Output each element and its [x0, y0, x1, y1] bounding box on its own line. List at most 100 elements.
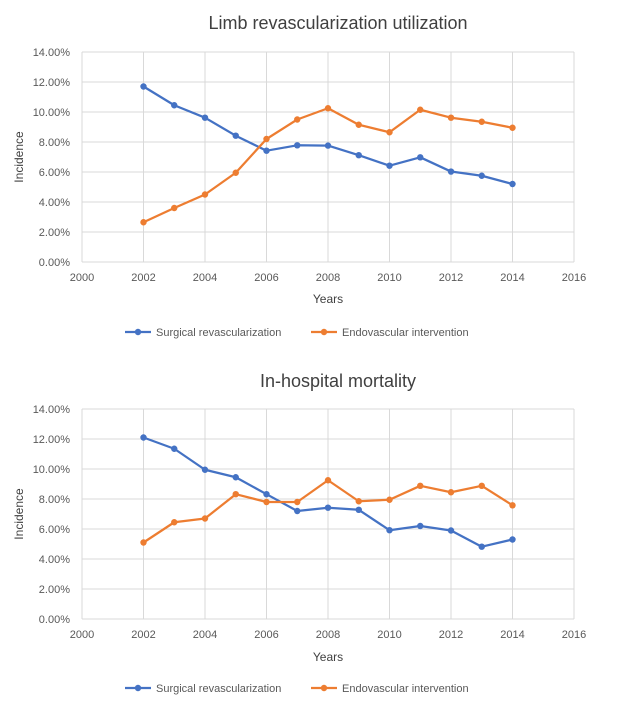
legend-label: Surgical revascularization — [156, 683, 281, 695]
y-tick-label: 4.00% — [39, 554, 70, 566]
data-point — [447, 527, 455, 534]
data-point — [355, 498, 362, 505]
data-point — [140, 83, 147, 90]
x-tick-label: 2016 — [562, 272, 586, 284]
data-point — [447, 114, 455, 121]
data-point — [294, 498, 301, 506]
x-tick-label: 2010 — [377, 629, 401, 641]
y-tick-label: 0.00% — [39, 257, 70, 269]
data-point — [386, 527, 393, 534]
data-point — [201, 114, 209, 121]
y-axis-title: Incidence — [12, 131, 26, 183]
x-tick-label: 2014 — [500, 272, 524, 284]
y-tick-label: 0.00% — [39, 614, 70, 626]
data-point — [324, 142, 332, 149]
y-tick-label: 12.00% — [33, 77, 71, 89]
data-point — [171, 445, 178, 452]
data-point — [417, 522, 424, 530]
y-axis-title: Incidence — [12, 488, 26, 540]
data-point — [509, 536, 516, 543]
data-point — [140, 219, 147, 226]
x-axis-title: Years — [313, 650, 343, 664]
data-point — [509, 124, 516, 131]
data-point — [324, 105, 332, 112]
x-tick-label: 2016 — [562, 629, 586, 641]
y-tick-label: 14.00% — [33, 47, 71, 59]
x-tick-label: 2002 — [131, 272, 155, 284]
x-tick-label: 2006 — [254, 272, 278, 284]
x-tick-label: 2008 — [316, 272, 340, 284]
chart-title: Limb revascularization utilization — [208, 13, 467, 33]
x-tick-label: 2014 — [500, 629, 524, 641]
y-tick-label: 4.00% — [39, 197, 70, 209]
x-tick-label: 2012 — [439, 629, 463, 641]
legend: Surgical revascularization Endovascular i… — [125, 327, 469, 339]
data-point — [478, 482, 485, 489]
data-point — [509, 180, 516, 188]
data-point — [294, 116, 301, 123]
data-point — [386, 162, 393, 169]
data-point — [140, 539, 147, 546]
data-point — [140, 434, 147, 441]
data-point — [201, 515, 209, 522]
data-point — [263, 491, 270, 498]
data-point — [447, 489, 455, 496]
legend-marker — [134, 328, 142, 336]
data-point — [447, 168, 455, 175]
series-endovascular — [140, 477, 516, 546]
legend-label: Surgical revascularization — [156, 327, 281, 339]
x-tick-label: 2002 — [131, 629, 155, 641]
x-tick-label: 2004 — [193, 272, 217, 284]
data-point — [171, 204, 178, 212]
data-point — [201, 466, 209, 473]
y-tick-label: 6.00% — [39, 167, 70, 179]
x-tick-label: 2000 — [70, 272, 94, 284]
data-point — [386, 496, 393, 503]
legend-item-endovascular: Endovascular intervention — [311, 327, 469, 339]
data-point — [263, 135, 270, 143]
data-point — [171, 102, 178, 109]
legend-marker — [320, 684, 328, 692]
x-tick-label: 2010 — [377, 272, 401, 284]
series-surgical — [140, 434, 516, 550]
chart-2: In-hospital mortality 0.00% 2.00% 4.00% 6.00… — [12, 371, 586, 695]
y-tick-label: 10.00% — [33, 464, 71, 476]
legend-label: Endovascular intervention — [342, 683, 469, 695]
y-tick-label: 6.00% — [39, 524, 70, 536]
data-point — [201, 191, 209, 198]
series-endovascular — [140, 105, 516, 226]
y-tick-label: 14.00% — [33, 404, 71, 416]
data-point — [478, 172, 485, 179]
x-tick-label: 2008 — [316, 629, 340, 641]
data-point — [324, 477, 332, 484]
data-point — [386, 129, 393, 136]
x-tick-label: 2004 — [193, 629, 217, 641]
legend-item-endovascular: Endovascular intervention — [311, 683, 469, 695]
data-point — [232, 132, 239, 139]
data-point — [232, 491, 239, 498]
y-tick-label: 8.00% — [39, 137, 70, 149]
y-tick-label: 10.00% — [33, 107, 71, 119]
chart-title: In-hospital mortality — [260, 371, 416, 391]
data-point — [355, 121, 362, 128]
data-point — [263, 147, 270, 154]
legend-marker — [320, 328, 328, 336]
chart-1: Limb revascularization utilization0.00%2… — [12, 13, 586, 339]
legend: Surgical revascularization Endovascular i… — [125, 683, 469, 695]
data-point — [478, 118, 485, 125]
x-tick-label: 2012 — [439, 272, 463, 284]
legend-item-surgical: Surgical revascularization — [125, 327, 281, 339]
x-tick-label: 2006 — [254, 629, 278, 641]
x-axis-title: Years — [313, 292, 343, 306]
data-point — [417, 482, 424, 489]
data-point — [478, 543, 485, 550]
y-tick-label: 2.00% — [39, 584, 70, 596]
legend-marker — [134, 684, 142, 692]
y-tick-label: 12.00% — [33, 434, 71, 446]
data-point — [294, 507, 301, 515]
data-point — [232, 474, 239, 481]
data-point — [232, 169, 239, 176]
data-point — [355, 152, 362, 159]
data-point — [355, 506, 362, 513]
